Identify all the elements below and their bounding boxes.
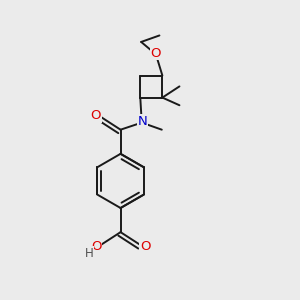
Text: O: O (151, 46, 161, 60)
Text: O: O (91, 240, 102, 253)
Text: N: N (137, 115, 147, 128)
Text: O: O (140, 240, 151, 253)
Text: H: H (85, 247, 94, 260)
Text: O: O (91, 109, 101, 122)
